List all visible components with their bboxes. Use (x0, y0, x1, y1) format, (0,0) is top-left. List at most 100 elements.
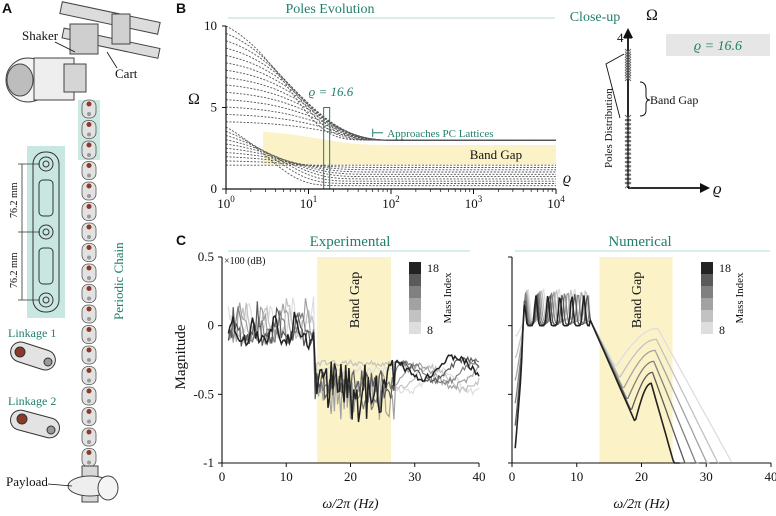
experimental-title: Experimental (310, 234, 391, 250)
close-up-band-gap-label: Band Gap (650, 93, 698, 107)
experimental-series (227, 298, 480, 394)
dimension-bottom-label: 76.2 mm (9, 252, 20, 288)
payload-illustration (67, 465, 119, 503)
pole-curve-lower (225, 152, 556, 173)
chain-pin (87, 419, 91, 424)
numerical-series (514, 287, 733, 463)
chain-pin (87, 378, 91, 383)
pole-curve-lower (225, 139, 556, 180)
experimental-series (227, 311, 480, 423)
chain-link (81, 345, 97, 365)
close-up-pole (624, 53, 632, 61)
chain-link (81, 140, 97, 160)
chain-pin (86, 245, 92, 250)
close-up-pole (624, 61, 632, 69)
linkage-1-label: Linkage 1 (8, 326, 56, 340)
chain-link (81, 181, 97, 201)
numerical-title: Numerical (608, 234, 671, 250)
band-gap-region (263, 131, 556, 165)
numerical-series (514, 288, 720, 464)
poles-band-gap-label: Band Gap (470, 147, 522, 162)
chain-pin (87, 440, 91, 444)
chain-link (81, 222, 97, 242)
poles-evolution-plot: Band Gap ϱ = 16.6 Approaches PC Lattices 10… (188, 18, 571, 211)
fr-xtick-label: 20 (635, 469, 648, 484)
shaker-illustration (5, 1, 161, 103)
poles-ytick-label: 0 (211, 181, 218, 196)
fr-xtick-label: 20 (344, 469, 357, 484)
legend-swatch (409, 262, 421, 274)
chain-link (81, 386, 97, 406)
rho-marker-label: ϱ = 16.6 (309, 84, 354, 99)
legend-swatch (409, 286, 421, 298)
chain-pin (87, 235, 91, 239)
chain-pin (86, 101, 92, 107)
close-up-pole (624, 56, 632, 64)
chain-pin (86, 388, 92, 394)
chain-link (81, 304, 97, 324)
shaker-label: Shaker (22, 28, 59, 43)
chain-pin (87, 399, 91, 403)
poles-distribution-leader (605, 53, 625, 119)
chain-pin (87, 358, 91, 362)
experimental-plot: Band Gap 18 8 Mass Index 0 10 20 30 40 0.5 0 -0.5 -1… (193, 249, 485, 512)
band-gap-label: Band Gap (630, 272, 645, 328)
experimental-ylabel: Magnitude (173, 324, 189, 389)
pole-curve-upper (225, 121, 556, 141)
pole-curve-lower (225, 135, 556, 182)
fr-xtick-label: 30 (700, 469, 713, 484)
periodic-chain-illustration (81, 99, 97, 467)
fr-xtick-label: 10 (280, 469, 293, 484)
chain-pin (87, 255, 91, 260)
legend-min: 8 (427, 323, 433, 337)
experimental-chart: Experimental ×100 (dB) Magnitude Band Ga… (173, 234, 486, 512)
poles-xlabel: ϱ (563, 170, 571, 187)
fr-xtick-label: 40 (473, 469, 486, 484)
fr-xtick-label: 30 (408, 469, 421, 484)
poles-ytick-label: 10 (204, 18, 217, 33)
chain-pin (86, 122, 92, 127)
legend-swatch (409, 310, 421, 322)
chain-link (81, 120, 97, 139)
fr-ytick-label: 0.5 (198, 249, 214, 264)
chain-pin (86, 409, 92, 414)
legend-swatch (701, 274, 713, 286)
poles-xtick-label: 101 (300, 194, 318, 211)
chain-pin (86, 142, 92, 148)
close-up-pole (624, 72, 632, 79)
band-gap-region (317, 257, 391, 463)
legend-swatch (701, 298, 713, 310)
chain-pin (87, 337, 91, 342)
chain-pin (86, 224, 92, 230)
poles-xtick-label: 104 (547, 194, 565, 211)
legend-swatch (701, 286, 713, 298)
chain-pin (86, 265, 92, 271)
chain-link (81, 366, 97, 385)
fr-xlabel: ω/2π (Hz) (322, 497, 379, 512)
panel-a-illustration: Shaker Cart Periodic Chain 76.2 mm 76.2 … (5, 1, 161, 503)
chain-pin (87, 276, 91, 280)
band-gap-label: Band Gap (348, 272, 363, 328)
chain-pin (86, 347, 92, 353)
chain-link (81, 99, 97, 119)
fr-xtick-label: 40 (765, 469, 776, 484)
panel-label-a: A (2, 0, 12, 16)
dimension-top-label: 76.2 mm (9, 182, 20, 218)
poles-evolution-title: Poles Evolution (285, 2, 374, 17)
close-up-pole (624, 66, 632, 74)
panel-label-b: B (176, 0, 186, 16)
chain-link (81, 161, 97, 180)
rho-value-badge (666, 34, 770, 56)
pole-curve-lower (225, 126, 556, 187)
chain-pin (87, 317, 91, 321)
payload-label: Payload (6, 474, 48, 489)
legend-max: 18 (427, 261, 439, 275)
fr-xlabel: ω/2π (Hz) (613, 497, 670, 512)
legend-min: 8 (719, 323, 725, 337)
pole-curve-upper (225, 25, 556, 141)
close-up-pole (624, 74, 632, 82)
chain-link (81, 407, 97, 426)
chain-link (81, 284, 97, 303)
close-up-pole (624, 48, 632, 56)
legend-swatch (409, 322, 421, 334)
